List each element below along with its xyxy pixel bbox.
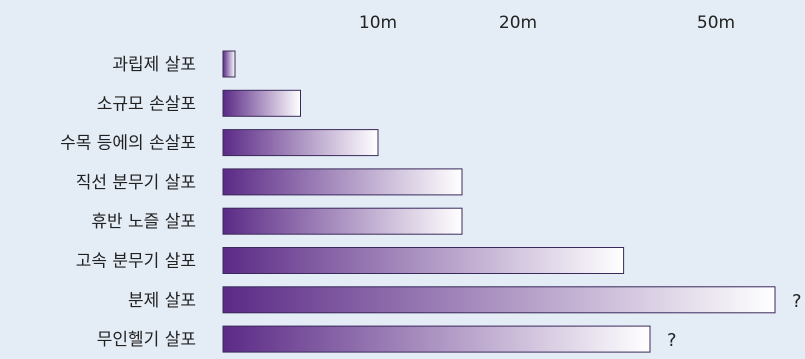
category-label: 분제 살포 [128, 291, 196, 311]
x-tick-label: 50m [697, 13, 735, 33]
category-label: 소규모 손살포 [97, 94, 196, 114]
category-label: 과립제 살포 [112, 55, 196, 75]
bar-annotation: ? [667, 330, 677, 351]
category-label: 고속 분무기 살포 [76, 252, 196, 272]
bar [222, 168, 463, 196]
category-label: 휴반 노즐 살포 [91, 212, 196, 232]
bar [222, 207, 463, 235]
x-tick-label: 10m [359, 13, 397, 33]
bar [222, 247, 625, 274]
bar [222, 129, 379, 157]
bar [222, 325, 651, 353]
x-axis-ticks: 10m 20m 50m [359, 13, 735, 33]
bar-annotations: ?? [667, 291, 802, 351]
category-label: 직선 분무기 살포 [76, 173, 196, 193]
bar [222, 50, 236, 78]
category-label: 수목 등에의 손살포 [60, 134, 196, 154]
bar-annotation: ? [792, 291, 802, 312]
bars [222, 50, 776, 353]
category-label: 무인헬기 살포 [97, 330, 196, 350]
x-tick-label: 20m [499, 13, 537, 33]
bar [222, 89, 301, 117]
bar [222, 286, 776, 314]
